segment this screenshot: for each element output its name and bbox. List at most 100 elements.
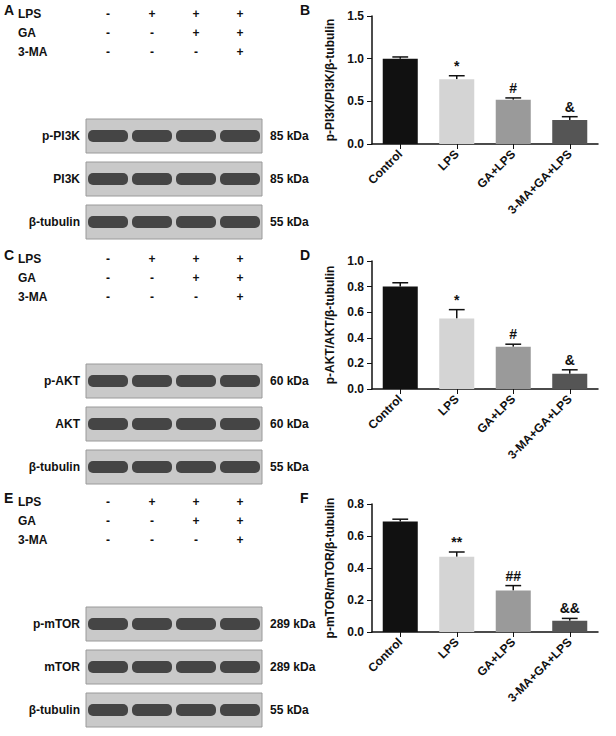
- svg-text:-: -: [194, 290, 198, 304]
- svg-text:&: &: [565, 99, 575, 115]
- svg-text:+: +: [236, 252, 243, 266]
- svg-text:-: -: [106, 514, 110, 528]
- svg-text:3-MA+GA+LPS: 3-MA+GA+LPS: [505, 635, 575, 705]
- svg-text:60 kDa: 60 kDa: [270, 374, 309, 388]
- svg-text:1.5: 1.5: [347, 9, 364, 23]
- svg-text:+: +: [192, 514, 199, 528]
- svg-text:LPS: LPS: [435, 392, 461, 418]
- svg-text:PI3K: PI3K: [53, 172, 80, 186]
- svg-text:-: -: [106, 26, 110, 40]
- svg-text:GA+LPS: GA+LPS: [474, 635, 518, 679]
- svg-text:p-mTOR: p-mTOR: [33, 617, 80, 631]
- svg-text:D: D: [300, 247, 310, 263]
- svg-text:+: +: [236, 26, 243, 40]
- svg-text:C: C: [4, 247, 14, 263]
- svg-text:0.4: 0.4: [347, 331, 364, 345]
- svg-text:0.8: 0.8: [347, 280, 364, 294]
- svg-text:&: &: [565, 352, 575, 368]
- svg-text:0.0: 0.0: [347, 137, 364, 151]
- svg-text:**: **: [451, 534, 462, 550]
- svg-text:A: A: [4, 2, 14, 18]
- svg-text:-: -: [106, 495, 110, 509]
- svg-text:+: +: [192, 7, 199, 21]
- svg-text:+: +: [192, 26, 199, 40]
- svg-text:GA: GA: [18, 514, 36, 528]
- svg-text:mTOR: mTOR: [44, 660, 80, 674]
- svg-text:-: -: [150, 45, 154, 59]
- svg-text:β-tubulin: β-tubulin: [29, 460, 80, 474]
- svg-text:0.2: 0.2: [347, 593, 364, 607]
- svg-text:0.0: 0.0: [347, 382, 364, 396]
- svg-text:0.6: 0.6: [347, 305, 364, 319]
- svg-text:85 kDa: 85 kDa: [270, 172, 309, 186]
- svg-text:60 kDa: 60 kDa: [270, 417, 309, 431]
- svg-text:*: *: [454, 292, 460, 308]
- svg-text:p-AKT/AKT/β-tubulin: p-AKT/AKT/β-tubulin: [323, 266, 337, 385]
- svg-text:+: +: [192, 495, 199, 509]
- svg-text:+: +: [236, 533, 243, 547]
- svg-text:-: -: [150, 26, 154, 40]
- svg-text:-: -: [106, 45, 110, 59]
- svg-text:GA+LPS: GA+LPS: [474, 392, 518, 436]
- svg-text:-: -: [106, 290, 110, 304]
- svg-text:&&: &&: [560, 600, 580, 616]
- svg-text:LPS: LPS: [435, 147, 461, 173]
- svg-text:β-tubulin: β-tubulin: [29, 703, 80, 717]
- svg-text:55 kDa: 55 kDa: [270, 215, 309, 229]
- svg-text:B: B: [300, 2, 310, 18]
- svg-text:85 kDa: 85 kDa: [270, 129, 309, 143]
- svg-text:+: +: [192, 271, 199, 285]
- svg-text:#: #: [509, 326, 517, 342]
- svg-text:GA+LPS: GA+LPS: [474, 147, 518, 191]
- svg-text:p-PI3K/PI3K/β-tubulin: p-PI3K/PI3K/β-tubulin: [323, 19, 337, 142]
- svg-text:#: #: [509, 80, 517, 96]
- svg-text:+: +: [148, 495, 155, 509]
- svg-text:β-tubulin: β-tubulin: [29, 215, 80, 229]
- svg-text:+: +: [236, 45, 243, 59]
- svg-text:-: -: [150, 514, 154, 528]
- svg-text:GA: GA: [18, 271, 36, 285]
- svg-text:LPS: LPS: [18, 252, 41, 266]
- svg-text:1.0: 1.0: [347, 254, 364, 268]
- svg-text:+: +: [236, 271, 243, 285]
- svg-text:0.0: 0.0: [347, 625, 364, 639]
- svg-text:55 kDa: 55 kDa: [270, 460, 309, 474]
- svg-text:+: +: [236, 495, 243, 509]
- svg-text:Control: Control: [365, 392, 405, 432]
- svg-text:LPS: LPS: [435, 635, 461, 661]
- svg-text:+: +: [192, 252, 199, 266]
- svg-text:+: +: [236, 7, 243, 21]
- svg-text:-: -: [106, 271, 110, 285]
- svg-text:289 kDa: 289 kDa: [270, 660, 316, 674]
- svg-text:p-AKT: p-AKT: [44, 374, 81, 388]
- svg-text:3-MA+GA+LPS: 3-MA+GA+LPS: [505, 147, 575, 217]
- svg-text:F: F: [300, 490, 309, 506]
- svg-text:+: +: [236, 514, 243, 528]
- svg-text:0.4: 0.4: [347, 561, 364, 575]
- svg-text:3-MA: 3-MA: [18, 290, 48, 304]
- svg-text:-: -: [106, 252, 110, 266]
- svg-text:+: +: [148, 7, 155, 21]
- svg-text:3-MA: 3-MA: [18, 533, 48, 547]
- svg-text:##: ##: [505, 568, 521, 584]
- svg-text:LPS: LPS: [18, 7, 41, 21]
- svg-text:E: E: [4, 490, 13, 506]
- svg-text:*: *: [454, 58, 460, 74]
- svg-text:p-PI3K: p-PI3K: [42, 129, 80, 143]
- svg-text:-: -: [150, 533, 154, 547]
- svg-text:+: +: [148, 252, 155, 266]
- svg-text:0.6: 0.6: [347, 529, 364, 543]
- svg-text:GA: GA: [18, 26, 36, 40]
- svg-text:AKT: AKT: [55, 417, 80, 431]
- svg-text:1.0: 1.0: [347, 52, 364, 66]
- svg-text:0.5: 0.5: [347, 94, 364, 108]
- svg-text:-: -: [150, 290, 154, 304]
- svg-text:-: -: [194, 533, 198, 547]
- svg-text:-: -: [106, 533, 110, 547]
- svg-text:289 kDa: 289 kDa: [270, 617, 316, 631]
- svg-text:-: -: [150, 271, 154, 285]
- svg-text:0.2: 0.2: [347, 356, 364, 370]
- svg-text:Control: Control: [365, 635, 405, 675]
- svg-text:p-mTOR/mTOR/β-tubulin: p-mTOR/mTOR/β-tubulin: [323, 498, 337, 639]
- svg-text:55 kDa: 55 kDa: [270, 703, 309, 717]
